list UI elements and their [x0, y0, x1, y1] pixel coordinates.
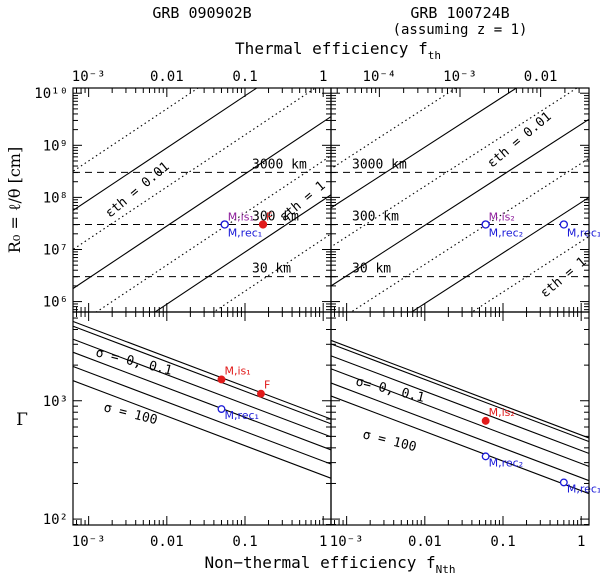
x-tick-label-top: 0.01: [524, 69, 558, 85]
point-label: M,rec₂: [489, 226, 524, 239]
x-tick-label-top: 1: [319, 69, 327, 85]
y-tick-label-top: 10⁷: [43, 242, 68, 258]
radius-label: 30 km: [352, 262, 391, 277]
iso-efficiency-line: [73, 88, 258, 212]
point-label: M,rec₁: [224, 409, 258, 422]
gamma-line: [73, 325, 331, 425]
data-point: [481, 416, 490, 425]
x-tick-label-top: 10⁻⁴: [363, 69, 397, 85]
top-panel-lines-0: [73, 88, 331, 312]
y-tick-label-bottom: 10²: [43, 512, 68, 528]
top-panel-lines-1: [331, 88, 589, 312]
x-tick-label-bottom: 1: [319, 534, 327, 550]
sigma-label-bottom: σ = 100: [361, 427, 418, 455]
y-label-bottom: Γ: [16, 410, 28, 430]
gamma-line: [73, 320, 331, 420]
point-label: M,is₂: [489, 210, 515, 223]
sigma-label-top: σ = 0, 0.1: [94, 345, 174, 378]
gamma-line: [73, 365, 331, 465]
gamma-line: [73, 380, 331, 479]
iso-efficiency-line: [410, 196, 589, 312]
subtitle-right: (assuming z = 1): [393, 22, 528, 38]
bottom-panel-lines-0: [73, 320, 331, 479]
gamma-line: [331, 368, 589, 468]
point-label: F: [266, 210, 272, 223]
gamma-line: [331, 382, 589, 482]
x-tick-label-bottom: 10⁻³: [330, 534, 364, 550]
x-label-bottom: Non−thermal efficiency fNth: [204, 553, 455, 576]
gamma-line: [331, 355, 589, 454]
data-point: [217, 405, 226, 413]
data-point: [481, 452, 490, 461]
x-tick-label-bottom: 0.01: [408, 534, 442, 550]
x-tick-label-bottom: 0.1: [490, 534, 515, 550]
y-label-top: R₀ = ℓ/θ [cm]: [5, 147, 24, 253]
iso-efficiency-line: [154, 194, 331, 312]
point-label: M,rec₂: [489, 456, 524, 469]
point-label: M,is₂: [489, 406, 515, 419]
radius-label: 3000 km: [252, 157, 307, 172]
gamma-line: [331, 339, 589, 439]
sigma-label-top: σ= 0, 0.1: [354, 374, 426, 406]
gamma-line: [331, 343, 589, 443]
gamma-line: [73, 351, 331, 451]
eps-label: εth = 0.01: [103, 159, 173, 221]
data-point: [559, 220, 568, 229]
data-point: [559, 478, 568, 487]
eps-label-2: εth = 1: [538, 254, 590, 301]
iso-efficiency-line: [73, 115, 331, 290]
point-label: M,rec₁: [567, 482, 600, 495]
sigma-label-bottom: σ = 100: [102, 400, 159, 428]
data-point: [257, 389, 265, 398]
iso-efficiency-line: [331, 88, 518, 209]
y-tick-label-top: 10⁹: [43, 138, 68, 154]
point-label: M,is₁: [224, 364, 250, 377]
y-tick-label-bottom: 10³: [43, 394, 68, 410]
gamma-line: [73, 338, 331, 438]
y-tick-label-top: 10⁶: [43, 295, 68, 311]
eps-label: εth = 0.01: [485, 109, 555, 171]
data-point: [217, 375, 226, 384]
title-right: GRB 100724B: [410, 4, 509, 22]
data-point: [481, 220, 490, 229]
x-tick-label-bottom: 0.1: [232, 534, 257, 550]
bottom-panel-lines-1: [331, 339, 589, 495]
x-label-top: Thermal efficiency fth: [235, 39, 441, 62]
radius-label: 3000 km: [352, 157, 407, 172]
panel-frame: [72, 311, 332, 526]
radius-label: 300 km: [352, 209, 399, 224]
x-tick-label-bottom: 0.01: [150, 534, 184, 550]
point-label: M,rec₁: [567, 226, 600, 239]
title-left: GRB 090902B: [152, 4, 251, 22]
data-point: [258, 220, 268, 229]
panel-frame: [330, 311, 590, 526]
x-tick-label-bottom: 10⁻³: [72, 534, 106, 550]
radius-label: 30 km: [252, 262, 291, 277]
data-point: [220, 220, 229, 229]
iso-efficiency-line: [73, 88, 317, 251]
x-tick-label-top: 0.01: [150, 69, 184, 85]
iso-efficiency-line: [95, 155, 331, 312]
x-tick-label-top: 10⁻³: [72, 69, 106, 85]
y-tick-label-top: 10¹⁰: [34, 86, 68, 102]
y-tick-label-top: 10⁸: [43, 190, 68, 206]
point-label: M,rec₁: [228, 226, 263, 239]
gamma-line: [331, 395, 589, 495]
x-tick-label-top: 0.1: [232, 69, 257, 85]
x-tick-label-top: 10⁻³: [443, 69, 477, 85]
x-tick-label-bottom: 1: [577, 534, 585, 550]
iso-efficiency-line: [331, 118, 589, 287]
point-label: F: [264, 379, 270, 392]
point-label: M,is₁: [228, 210, 254, 223]
